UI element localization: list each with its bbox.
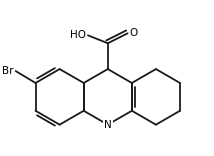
Text: N: N — [104, 120, 112, 130]
Text: O: O — [130, 28, 138, 38]
Text: N: N — [104, 120, 112, 130]
Text: HO: HO — [70, 30, 86, 40]
Text: Br: Br — [2, 66, 14, 76]
